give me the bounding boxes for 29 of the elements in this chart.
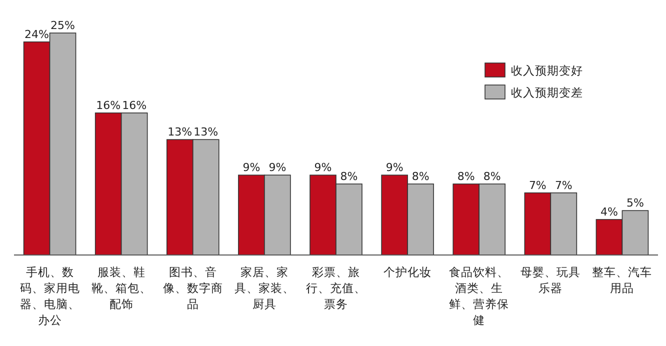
x-tick-label: 图书、音像、数字商品 [162, 264, 223, 312]
x-tick-label: 母婴、玩具乐器 [520, 264, 581, 296]
x-tick-label: 手机、数码、家用电器、电脑、办公 [20, 264, 80, 328]
data-label: 9% [386, 161, 404, 174]
data-label: 13% [194, 126, 218, 139]
x-tick-label: 个护化妆 [382, 264, 433, 280]
x-tick-label: 家居、家具、家装、厨具 [234, 264, 294, 312]
data-label: 9% [314, 161, 332, 174]
legend-label: 收入预期变差 [511, 86, 583, 100]
data-label: 9% [242, 161, 260, 174]
data-label: 7% [554, 178, 572, 192]
x-tick-label: 彩票、旅行、充值、票务 [306, 264, 366, 312]
data-label: 8% [340, 170, 358, 183]
data-label: 8% [412, 170, 430, 183]
data-label: 24% [24, 28, 50, 41]
x-tick-label: 整车、汽车用品 [592, 264, 652, 296]
data-label: 8% [483, 170, 501, 183]
x-tick-label: 食品饮料、酒类、生鲜、营养保健 [449, 264, 510, 328]
data-label: 13% [168, 126, 192, 139]
data-label: 16% [96, 98, 121, 112]
data-label: 7% [528, 178, 546, 192]
legend-label: 收入预期变好 [511, 64, 583, 78]
data-label: 25% [50, 19, 76, 32]
data-label: 8% [457, 170, 475, 183]
data-label: 5% [626, 196, 644, 210]
x-tick-label: 服装、鞋靴、箱包、配饰 [91, 264, 152, 312]
data-label: 9% [268, 161, 286, 174]
data-label: 16% [122, 98, 147, 112]
data-label: 4% [600, 205, 618, 218]
